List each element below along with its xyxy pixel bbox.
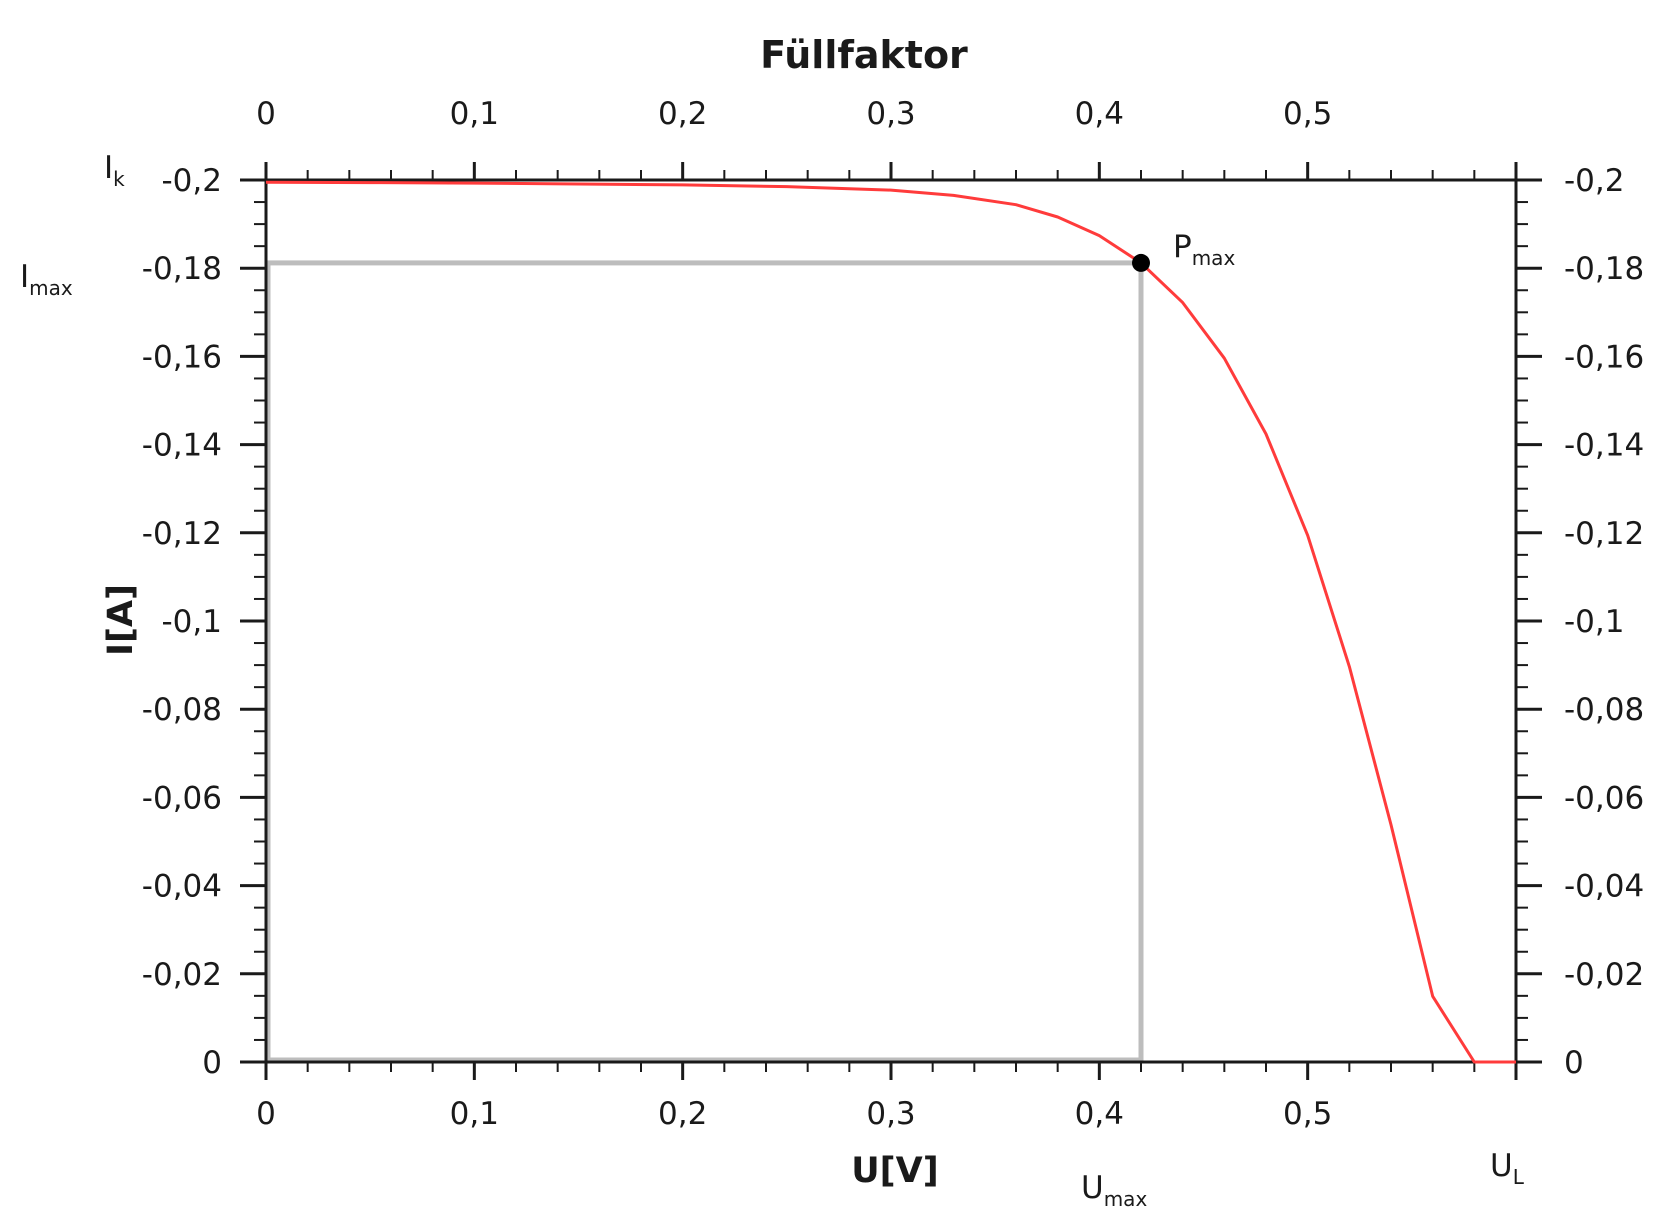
y-axis-title: I[A] [101,584,141,656]
x-axis-title: U[V] [851,1151,939,1191]
umax-label: Umax [1081,1170,1147,1211]
y-tick-label-left: -0,16 [142,339,222,375]
y-tick-label-right: -0,14 [1564,428,1644,464]
y-tick-label-right: -0,1 [1564,604,1625,640]
x-tick-label-bottom: 0,4 [1075,1096,1124,1132]
y-tick-label-left: 0 [202,1045,222,1081]
x-tick-label-bottom: 0,5 [1283,1096,1332,1132]
x-tick-label-top: 0,2 [658,96,707,132]
y-tick-label-left: -0,02 [142,957,222,993]
y-tick-label-right: -0,02 [1564,957,1644,993]
x-tick-label-bottom: 0,1 [450,1096,499,1132]
chart-title: Füllfaktor [760,33,968,77]
x-tick-label-bottom: 0,2 [658,1096,707,1132]
ik-label: Ik [104,150,125,191]
y-tick-label-left: -0,14 [142,428,222,464]
iv-curve [265,180,1516,1064]
x-tick-label-top: 0,5 [1283,96,1332,132]
y-tick-label-right: 0 [1564,1045,1584,1081]
y-tick-label-left: -0,18 [142,251,222,287]
y-tick-label-right: -0,16 [1564,339,1644,375]
y-tick-label-left: -0,06 [142,780,222,816]
mpp-point [1132,253,1150,272]
y-tick-label-right: -0,04 [1564,869,1644,905]
x-tick-label-top: 0,3 [866,96,915,132]
plot-layer: 000,10,10,20,20,30,30,40,40,50,5-0,2 -0,2… [20,96,1644,1211]
x-tick-label-top: 0,4 [1075,96,1124,132]
mpp-rectangle [265,260,1144,1063]
plot-frame [264,178,1518,1064]
y-tick-label-right: -0,12 [1564,516,1644,552]
x-tick-label-top: 0,1 [450,96,499,132]
y-tick-label-left: -0,12 [142,516,222,552]
x-tick-label-top: 0 [256,96,276,132]
imax-label: Imax [20,259,73,300]
pmax-label: Pmax [1173,229,1235,270]
y-tick-label-left: -0,08 [142,692,222,728]
y-tick-label-right: -0,2 [1564,163,1625,199]
y-tick-label-left: -0,2 [162,163,223,199]
y-tick-label-left: -0,04 [142,869,222,905]
ul-label: UL [1490,1148,1525,1189]
y-tick-label-left: -0,1 [162,604,223,640]
x-tick-label-bottom: 0 [256,1096,276,1132]
y-tick-label-right: -0,08 [1564,692,1644,728]
y-tick-label-right: -0,18 [1564,251,1644,287]
x-tick-label-bottom: 0,3 [866,1096,915,1132]
y-tick-label-right: -0,06 [1564,780,1644,816]
